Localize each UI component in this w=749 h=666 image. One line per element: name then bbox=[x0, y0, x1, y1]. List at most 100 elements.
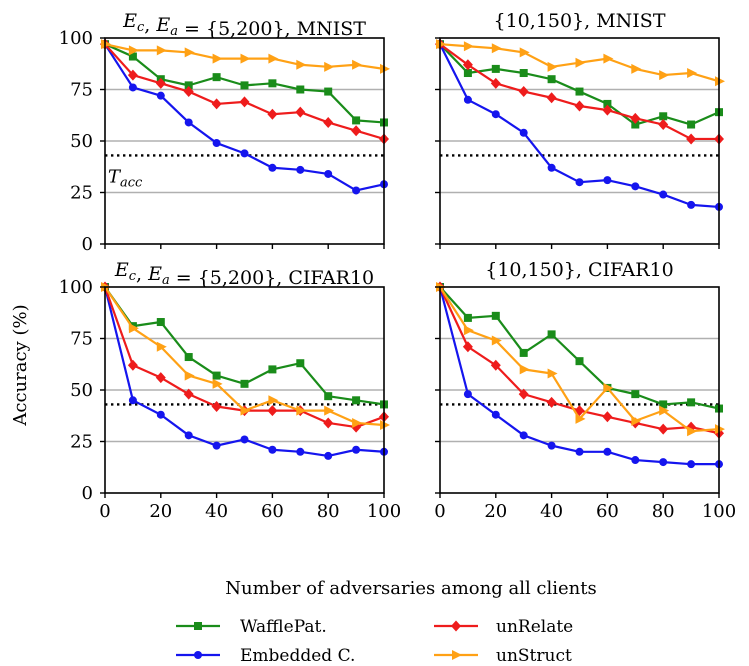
data-point bbox=[296, 405, 307, 416]
data-point bbox=[184, 353, 193, 362]
data-point bbox=[212, 53, 223, 64]
data-point bbox=[462, 341, 473, 353]
data-point bbox=[240, 405, 251, 416]
data-point bbox=[547, 163, 556, 172]
x-tick-label: 60 bbox=[596, 501, 619, 522]
data-point bbox=[491, 110, 500, 119]
panels: Tacc 0 25 50 75 100 Ec, Ea = {5,200}, MNIST {10… bbox=[59, 10, 737, 522]
data-point bbox=[184, 81, 193, 90]
data-point bbox=[324, 405, 335, 416]
data-point bbox=[575, 413, 586, 424]
y-tick-label: 0 bbox=[82, 483, 93, 504]
data-point bbox=[659, 112, 668, 121]
legend-label: Embedded C. bbox=[240, 646, 355, 666]
y-tick-label: 50 bbox=[70, 131, 93, 152]
data-point bbox=[687, 426, 698, 437]
data-point bbox=[603, 53, 614, 64]
data-point bbox=[575, 57, 586, 68]
y-tick-label: 75 bbox=[70, 329, 93, 350]
x-tick-label: 80 bbox=[652, 501, 675, 522]
data-point bbox=[156, 341, 167, 352]
legend-marker bbox=[194, 651, 202, 659]
legend: WafflePat. Embedded C. unRelate unStruct bbox=[176, 617, 573, 666]
y-tick-label: 0 bbox=[82, 234, 93, 255]
x-tick-label: 100 bbox=[702, 501, 736, 522]
y-tick-label: 100 bbox=[59, 277, 93, 298]
legend-marker bbox=[194, 622, 202, 630]
data-point bbox=[240, 81, 249, 90]
data-point bbox=[128, 45, 139, 56]
data-point bbox=[240, 379, 249, 388]
data-point bbox=[603, 382, 614, 393]
data-point bbox=[239, 96, 250, 108]
data-point bbox=[352, 417, 363, 428]
data-point bbox=[352, 59, 363, 70]
data-point bbox=[547, 441, 556, 450]
data-point bbox=[127, 359, 138, 371]
data-point bbox=[603, 176, 612, 185]
data-point bbox=[128, 323, 139, 334]
data-point bbox=[603, 447, 612, 456]
data-point bbox=[295, 106, 306, 118]
data-point bbox=[296, 85, 305, 94]
panel-title: Ec, Ea = {5,200}, MNIST bbox=[122, 10, 366, 40]
panel-title: Ec, Ea = {5,200}, CIFAR10 bbox=[114, 259, 374, 289]
data-point bbox=[211, 400, 222, 412]
data-point bbox=[296, 447, 305, 456]
data-point bbox=[184, 118, 193, 127]
x-tick-label: 100 bbox=[367, 501, 401, 522]
data-point bbox=[519, 128, 528, 137]
data-point bbox=[324, 61, 335, 72]
data-point bbox=[267, 108, 278, 120]
data-point bbox=[715, 424, 725, 435]
data-point bbox=[547, 61, 558, 72]
data-point bbox=[352, 116, 361, 125]
data-point bbox=[463, 69, 472, 78]
data-point bbox=[183, 388, 194, 400]
panel-4: 0 20 40 60 80 100 {10,150}, CIFAR10 bbox=[434, 259, 736, 522]
data-point bbox=[547, 368, 558, 379]
data-point bbox=[462, 59, 473, 71]
x-tick-label: 20 bbox=[149, 501, 172, 522]
data-point bbox=[659, 405, 670, 416]
data-point bbox=[547, 330, 556, 339]
panel-title: {10,150}, CIFAR10 bbox=[485, 259, 674, 281]
data-point bbox=[491, 335, 502, 346]
legend-item: unStruct bbox=[434, 646, 572, 666]
data-point bbox=[352, 445, 361, 454]
data-point bbox=[156, 410, 165, 419]
data-point bbox=[240, 149, 249, 158]
data-point bbox=[324, 87, 333, 96]
data-point bbox=[659, 190, 668, 199]
data-point bbox=[212, 73, 221, 82]
x-tick-label: 20 bbox=[484, 501, 507, 522]
data-point bbox=[491, 64, 500, 73]
data-point bbox=[575, 357, 584, 366]
data-point bbox=[658, 119, 669, 131]
data-point bbox=[687, 398, 696, 407]
data-point bbox=[631, 63, 642, 74]
data-point bbox=[631, 120, 640, 129]
data-point bbox=[575, 87, 584, 96]
data-point bbox=[631, 415, 642, 426]
data-point bbox=[687, 460, 696, 469]
data-point bbox=[658, 423, 669, 435]
data-point bbox=[631, 182, 640, 191]
x-tick-label: 40 bbox=[205, 501, 228, 522]
data-point bbox=[463, 325, 474, 336]
data-point bbox=[323, 417, 334, 429]
panel-1: Tacc 0 25 50 75 100 Ec, Ea = {5,200}, MNIST bbox=[59, 10, 390, 255]
data-point bbox=[324, 451, 333, 460]
data-point bbox=[490, 359, 501, 371]
data-point bbox=[184, 47, 195, 58]
data-point bbox=[547, 75, 556, 84]
data-point bbox=[380, 63, 390, 74]
data-point bbox=[212, 139, 221, 148]
data-point bbox=[490, 77, 501, 89]
data-point bbox=[686, 133, 697, 145]
data-point bbox=[659, 458, 668, 467]
data-point bbox=[436, 39, 446, 50]
data-point bbox=[156, 91, 165, 100]
data-point bbox=[268, 79, 277, 88]
data-point bbox=[101, 39, 111, 50]
